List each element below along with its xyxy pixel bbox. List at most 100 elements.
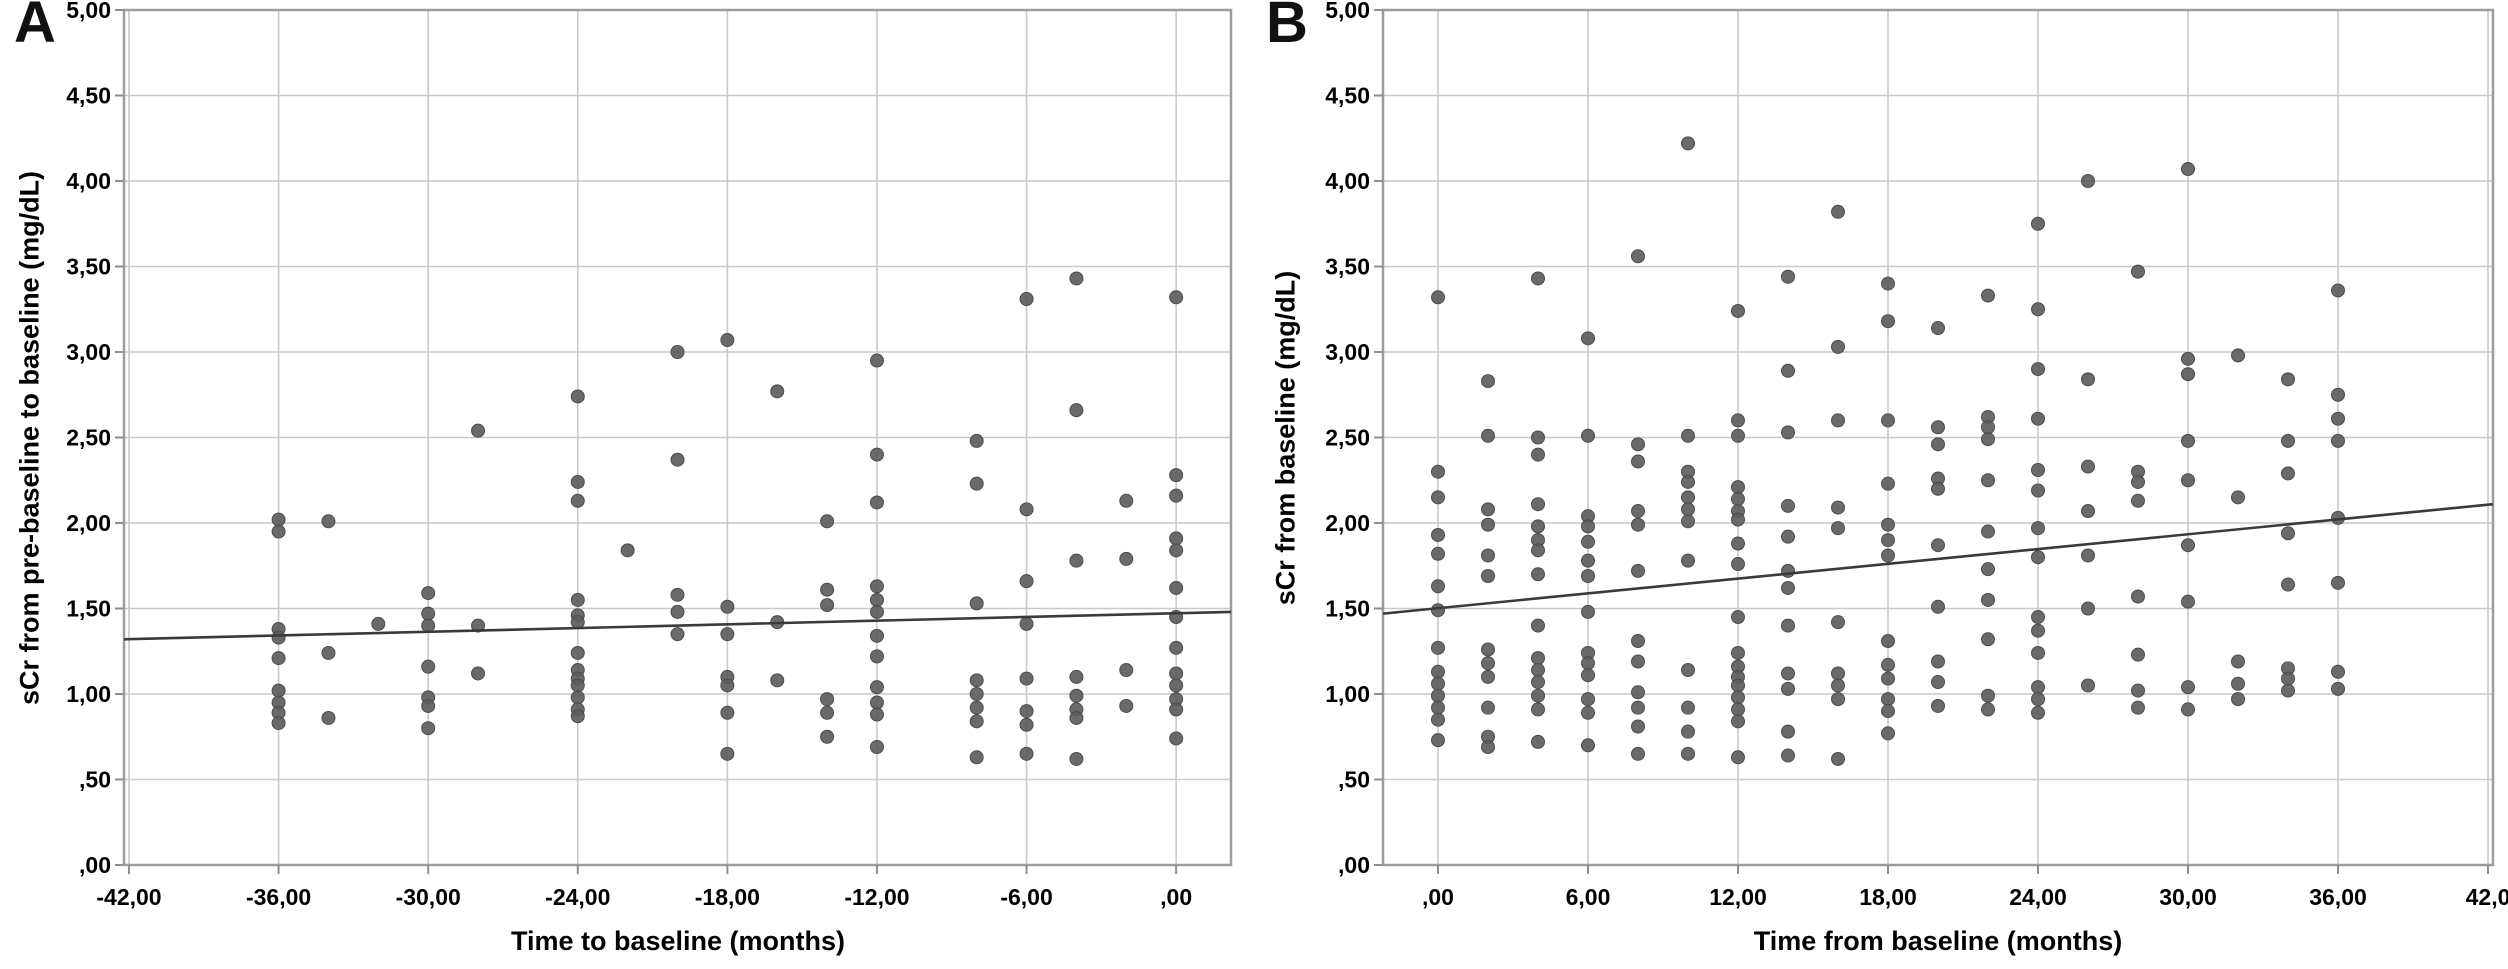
- data-point: [2231, 692, 2245, 707]
- y-axis-tick-label: ,00: [79, 852, 111, 878]
- data-point: [2181, 433, 2195, 448]
- x-axis-tick-label: -12,00: [844, 884, 909, 910]
- data-point: [2031, 521, 2045, 536]
- data-point: [1931, 437, 1945, 452]
- data-point: [1631, 746, 1645, 761]
- data-point: [720, 627, 735, 642]
- data-point: [2031, 705, 2045, 720]
- data-point: [1981, 632, 1995, 647]
- data-point: [570, 389, 585, 404]
- data-point: [1681, 553, 1695, 568]
- data-point: [1681, 136, 1695, 151]
- data-point: [2031, 483, 2045, 498]
- data-point: [820, 692, 835, 707]
- data-point: [1481, 517, 1495, 532]
- y-axis-tick-label: 1,50: [1325, 596, 1370, 622]
- y-axis-tick-label: 1,00: [1325, 681, 1370, 707]
- data-point: [1781, 269, 1795, 284]
- data-point: [1831, 339, 1845, 354]
- data-point: [2181, 473, 2195, 488]
- data-point: [1481, 656, 1495, 671]
- y-axis-tick-label: 4,50: [66, 83, 111, 109]
- data-point: [1431, 712, 1445, 727]
- data-point: [371, 616, 386, 631]
- data-point: [1881, 548, 1895, 563]
- data-point: [1881, 413, 1895, 428]
- data-point: [271, 683, 286, 698]
- data-point: [570, 645, 585, 660]
- data-point: [2081, 548, 2095, 563]
- y-axis-tick-label: 5,00: [66, 0, 111, 23]
- data-point: [1581, 569, 1595, 584]
- x-axis-tick-label: -30,00: [396, 884, 461, 910]
- data-point: [1881, 476, 1895, 491]
- data-point: [1631, 454, 1645, 469]
- data-point: [1731, 492, 1745, 507]
- data-point: [1781, 363, 1795, 378]
- data-point: [720, 333, 735, 348]
- data-point: [2031, 610, 2045, 625]
- data-point: [1731, 512, 1745, 527]
- data-point: [1681, 502, 1695, 517]
- data-point: [570, 709, 585, 724]
- data-point: [969, 673, 984, 688]
- x-axis-tick-label: 18,00: [1859, 884, 1917, 910]
- data-point: [2031, 411, 2045, 426]
- data-point: [1069, 403, 1084, 418]
- data-point: [820, 514, 835, 529]
- data-point: [1881, 633, 1895, 648]
- data-point: [321, 514, 336, 529]
- data-point: [820, 729, 835, 744]
- x-axis-tick-label: 12,00: [1709, 884, 1767, 910]
- data-point: [1581, 428, 1595, 443]
- data-point: [1731, 413, 1745, 428]
- data-point: [820, 582, 835, 597]
- data-point: [2081, 504, 2095, 519]
- data-point: [670, 627, 685, 642]
- data-point: [2231, 654, 2245, 669]
- data-point: [1069, 688, 1084, 703]
- data-point: [1931, 654, 1945, 669]
- data-point: [1781, 498, 1795, 513]
- data-point: [2131, 700, 2145, 715]
- data-point: [1069, 271, 1084, 286]
- data-point: [1481, 548, 1495, 563]
- data-point: [670, 604, 685, 619]
- data-point: [1881, 276, 1895, 291]
- data-point: [1931, 538, 1945, 553]
- data-point: [570, 493, 585, 508]
- data-point: [2081, 678, 2095, 693]
- data-point: [1481, 569, 1495, 584]
- y-axis-title-b: sCr from baseline (mg/dL): [1270, 270, 1301, 606]
- data-point: [1681, 474, 1695, 489]
- data-point: [2281, 433, 2295, 448]
- y-axis-tick-label: ,50: [79, 767, 111, 793]
- data-point: [1631, 249, 1645, 264]
- data-point: [2031, 623, 2045, 638]
- y-axis-tick-label: 3,50: [66, 254, 111, 280]
- data-point: [1981, 524, 1995, 539]
- data-point: [2281, 526, 2295, 541]
- data-point: [1481, 740, 1495, 755]
- fit-line: [123, 610, 1232, 641]
- data-point: [1631, 437, 1645, 452]
- data-point: [2231, 490, 2245, 505]
- data-point: [670, 587, 685, 602]
- data-point: [969, 596, 984, 611]
- data-point: [1019, 671, 1034, 686]
- data-point: [1981, 420, 1995, 435]
- data-point: [1831, 413, 1845, 428]
- data-point: [2031, 216, 2045, 231]
- y-axis-tick-label: 1,50: [66, 596, 111, 622]
- data-point: [1881, 726, 1895, 741]
- data-point: [1069, 669, 1084, 684]
- x-axis-tick-label: -6,00: [1000, 884, 1052, 910]
- data-point: [869, 592, 884, 607]
- data-point: [570, 690, 585, 705]
- panel-B: 5,00 4,50 4,00 3,50 3,00 2,50 2,00 1,50 1,00 ,50,…: [1325, 0, 2508, 910]
- data-point: [1431, 546, 1445, 561]
- data-point: [1019, 291, 1034, 306]
- data-point: [969, 714, 984, 729]
- x-axis-tick-label: -36,00: [246, 884, 311, 910]
- data-point: [2031, 645, 2045, 660]
